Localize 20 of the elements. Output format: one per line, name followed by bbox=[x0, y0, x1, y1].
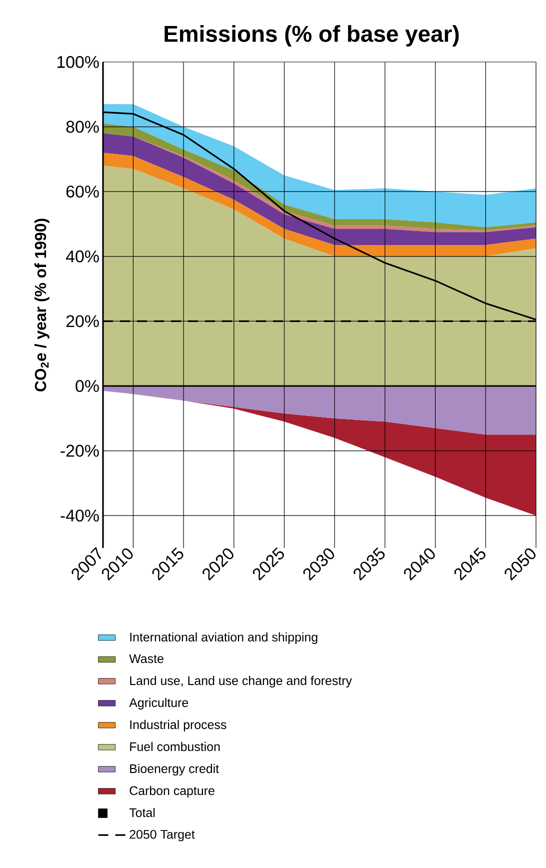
y-tick-label: 20% bbox=[66, 315, 99, 328]
y-axis-title: CO$_{2}$e / year (% of 1990) bbox=[34, 218, 50, 392]
legend-label: Agriculture bbox=[129, 698, 188, 710]
legend-label: Bioenergy credit bbox=[130, 764, 219, 776]
legend-label: Industrial process bbox=[130, 720, 226, 732]
legend-label: Fuel combustion bbox=[130, 742, 220, 752]
y-tick-label: 0% bbox=[76, 380, 99, 392]
legend-label: Total bbox=[129, 808, 155, 818]
y-tick-label: 80% bbox=[66, 120, 99, 133]
legend-label: 2050 Target bbox=[130, 830, 195, 842]
legend-label: Land use, Land use change and forestry bbox=[130, 676, 352, 688]
legend-label: Waste bbox=[129, 654, 164, 664]
legend-label: Carbon capture bbox=[130, 786, 214, 798]
y-tick-label: 60% bbox=[66, 186, 99, 198]
y-tick-label: -40% bbox=[60, 510, 99, 522]
y-tick-label: 100% bbox=[57, 56, 99, 68]
y-tick-label: -20% bbox=[60, 444, 99, 457]
y-tick-label: 40% bbox=[66, 250, 99, 262]
chart-title: Emissions (% of base year) bbox=[164, 25, 459, 46]
legend-label: International aviation and shipping bbox=[130, 632, 318, 644]
